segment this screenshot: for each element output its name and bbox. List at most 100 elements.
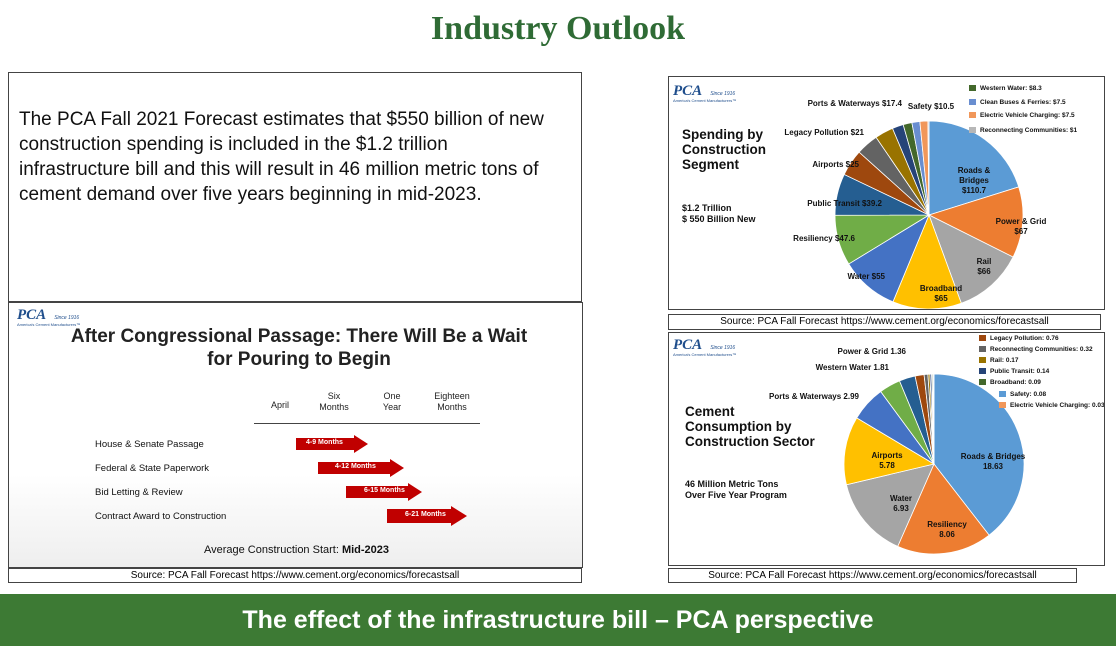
timeline-arrow: 4-9 Months <box>296 435 368 453</box>
column-header: April <box>270 400 289 410</box>
pca-logo: PCA Since 1916 America's Cement Manufactu… <box>673 82 736 103</box>
legend-entry: Broadband: 0.09 <box>979 379 1041 386</box>
chart-note-line: Over Five Year Program <box>685 490 787 500</box>
legend-entry: Electric Vehicle Charging: $7.5 <box>969 112 1099 119</box>
legend-entry: Reconnecting Communities: $1 <box>969 127 1077 134</box>
cement-chart-source: Source: PCA Fall Forecast https://www.ce… <box>668 568 1077 583</box>
timeline-slide: PCA Since 1916 America's Cement Manufactu… <box>8 302 583 568</box>
pie-data-label: Rail $66 <box>977 257 992 276</box>
legend-swatch <box>969 112 976 118</box>
logo-since: Since 1916 <box>710 91 736 97</box>
legend-label: Reconnecting Communities: 0.32 <box>990 346 1093 353</box>
legend-entry: Reconnecting Communities: 0.32 <box>979 346 1093 353</box>
header-divider <box>254 423 480 424</box>
spending-pie-chart: Roads & Bridges $110.7 Power & Grid $67 Rail $… <box>784 99 1047 309</box>
timeline-row-label: Contract Award to Construction <box>95 511 227 522</box>
pie-data-label: Airports $25 <box>812 160 859 169</box>
pie-data-label: Public Transit $39.2 <box>807 199 882 208</box>
spending-chart-source: Source: PCA Fall Forecast https://www.ce… <box>668 314 1101 330</box>
column-header: One Year <box>382 391 402 412</box>
pie-data-label: Legacy Pollution $21 <box>784 128 864 137</box>
timeline-row-label: Bid Letting & Review <box>95 487 183 498</box>
logo-since: Since 1916 <box>710 345 736 351</box>
cement-chart-slide: PCA Since 1916 America's Cement Manufactu… <box>668 332 1105 566</box>
timeline-arrow: 6-15 Months <box>346 483 422 501</box>
legend-entry: Clean Buses & Ferries: $7.5 <box>969 99 1066 106</box>
intro-text: The PCA Fall 2021 Forecast estimates tha… <box>19 109 544 205</box>
legend-entry: Legacy Pollution: 0.76 <box>979 335 1059 342</box>
legend-swatch <box>969 127 976 133</box>
logo-text: PCA <box>673 337 703 353</box>
legend-swatch <box>999 391 1006 397</box>
pie-data-label: Ports & Waterways $17.4 <box>808 99 903 108</box>
timeline-arrow: 4-12 Months <box>318 459 404 477</box>
footer-banner: The effect of the infrastructure bill – … <box>0 594 1116 646</box>
legend-entry: Electric Vehicle Charging: 0.03 <box>999 402 1105 409</box>
legend-swatch <box>979 379 986 385</box>
pie-slice <box>843 417 936 486</box>
average-value: Mid-2023 <box>341 544 390 556</box>
timeline-arrow: 6-21 Months <box>387 506 467 526</box>
legend-label: Safety: 0.08 <box>1010 391 1047 398</box>
pie-data-label: Power & Grid 1.36 <box>838 347 907 356</box>
pie-data-label: Western Water 1.81 <box>816 363 890 372</box>
pie-data-label: Safety $10.5 <box>908 102 955 111</box>
average-start: Average Construction Start: Mid-2023 <box>9 544 584 556</box>
pie-data-label: Airports 5.78 <box>871 451 903 470</box>
average-label: Average Construction Start: <box>203 544 339 556</box>
timeline-heading: After Congressional Passage: There Will … <box>70 326 528 370</box>
legend-label: Broadband: 0.09 <box>990 379 1041 386</box>
cement-pie-chart: Roads & Bridges 18.63 Resiliency 8.06 Water 6… <box>769 347 1026 555</box>
pca-logo: PCA Since 1916 America's Cement Manufactu… <box>673 336 736 357</box>
chart-note-line: 46 Million Metric Tons <box>685 479 779 489</box>
pie-data-label: Resiliency 8.06 <box>927 520 967 539</box>
spending-chart-slide: PCA Since 1916 America's Cement Manufactu… <box>668 76 1105 310</box>
legend-label: Electric Vehicle Charging: $7.5 <box>980 112 1075 119</box>
legend-swatch <box>969 99 976 105</box>
column-header: Six Months <box>319 391 349 412</box>
legend-label: Rail: 0.17 <box>990 357 1019 364</box>
legend-swatch <box>979 357 986 363</box>
legend-entry: Safety: 0.08 <box>999 391 1046 398</box>
legend-swatch <box>999 402 1006 408</box>
pie-slice <box>933 373 1025 536</box>
pca-logo: PCA Since 1916 America's Cement Manufactu… <box>17 306 80 327</box>
chart-title: Cement Consumption by Construction Secto… <box>685 404 815 449</box>
legend-label: Reconnecting Communities: $1 <box>980 127 1078 134</box>
pie-data-label: Resiliency $47.6 <box>793 234 855 243</box>
timeline-arrow-label: 6-21 Months <box>405 511 446 518</box>
pie-slice <box>892 213 962 309</box>
timeline-source: Source: PCA Fall Forecast https://www.ce… <box>8 568 582 583</box>
pie-data-label: Roads & Bridges $110.7 <box>958 166 991 195</box>
timeline-arrow-label: 6-15 Months <box>364 487 405 494</box>
legend-label: Western Water: $8.3 <box>980 85 1042 92</box>
pie-slice <box>927 120 930 216</box>
pie-slice <box>927 186 1024 258</box>
pie-slice <box>928 214 1014 304</box>
legend-label: Electric Vehicle Charging: 0.03 <box>1010 402 1105 409</box>
legend-label: Legacy Pollution: 0.76 <box>990 335 1059 342</box>
logo-text: PCA <box>17 307 47 323</box>
pie-slice <box>845 463 935 547</box>
legend-entry: Rail: 0.17 <box>979 357 1019 364</box>
legend-label: Public Transit: 0.14 <box>990 368 1050 375</box>
pie-slice <box>928 120 1020 216</box>
pie-data-label: Ports & Waterways 2.99 <box>769 392 860 401</box>
pie-data-label: Power & Grid $67 <box>996 217 1047 236</box>
legend-entry: Western Water: $8.3 <box>969 85 1042 92</box>
legend-entry: Public Transit: 0.14 <box>979 368 1049 375</box>
timeline-row-label: Federal & State Paperwork <box>95 463 210 474</box>
timeline-arrow-label: 4-9 Months <box>306 439 343 446</box>
timeline-arrow-label: 4-12 Months <box>335 463 376 470</box>
legend-swatch <box>969 85 976 91</box>
chart-note-line: $1.2 Trillion <box>682 203 732 213</box>
legend-swatch <box>979 368 986 374</box>
logo-subtitle: America's Cement Manufacturers™ <box>17 322 81 327</box>
logo-subtitle: America's Cement Manufacturers™ <box>673 352 737 357</box>
legend-swatch <box>979 335 986 341</box>
pie-data-label: Roads & Bridges 18.63 <box>961 452 1026 471</box>
chart-note: 46 Million Metric Tons Over Five Year Pr… <box>685 479 787 501</box>
logo-since: Since 1916 <box>54 315 80 321</box>
logo-subtitle: America's Cement Manufacturers™ <box>673 98 737 103</box>
legend-label: Clean Buses & Ferries: $7.5 <box>980 99 1066 106</box>
